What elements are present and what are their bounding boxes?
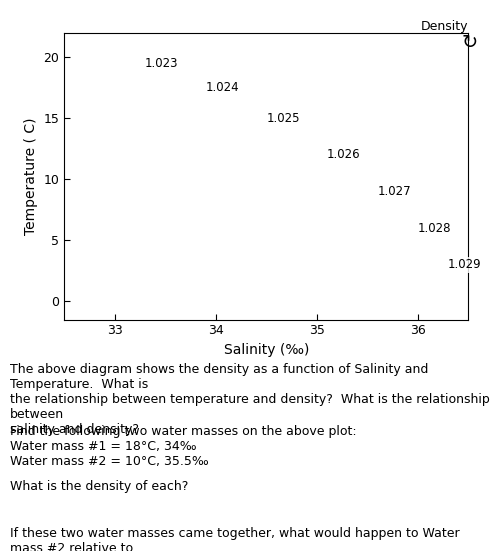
Text: 1.029: 1.029: [448, 258, 482, 271]
X-axis label: Salinity (‰): Salinity (‰): [223, 343, 309, 357]
Text: 1.024: 1.024: [206, 82, 239, 94]
Text: If these two water masses came together, what would happen to Water mass #2 rela: If these two water masses came together,…: [10, 527, 459, 551]
Text: ↻: ↻: [462, 33, 478, 52]
Text: 1.026: 1.026: [327, 148, 360, 161]
Text: 1.023: 1.023: [145, 57, 178, 70]
Text: Find the following two water masses on the above plot:
Water mass #1 = 18°C, 34‰: Find the following two water masses on t…: [10, 425, 356, 468]
Text: What is the density of each?: What is the density of each?: [10, 479, 188, 493]
Text: 1.028: 1.028: [418, 222, 451, 235]
Text: 1.027: 1.027: [378, 185, 411, 198]
Text: The above diagram shows the density as a function of Salinity and Temperature.  : The above diagram shows the density as a…: [10, 364, 490, 436]
Y-axis label: Temperature ( C): Temperature ( C): [24, 117, 38, 235]
Text: Density: Density: [421, 20, 468, 33]
Text: 1.025: 1.025: [266, 112, 300, 125]
